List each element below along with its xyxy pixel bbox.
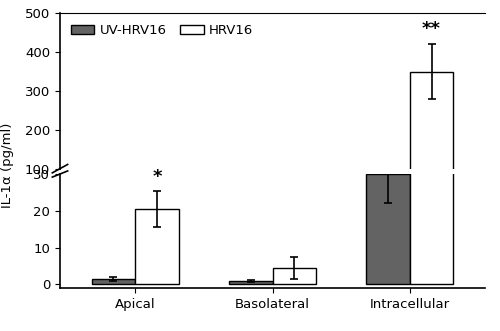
- Legend: UV-HRV16, HRV16: UV-HRV16, HRV16: [66, 20, 257, 41]
- Bar: [410, 0, 454, 284]
- Bar: [272, 268, 316, 284]
- Text: *: *: [152, 168, 162, 186]
- Bar: [228, 281, 272, 284]
- Bar: [366, 174, 410, 284]
- Bar: [272, 206, 316, 208]
- Bar: [366, 196, 410, 208]
- Bar: [92, 279, 136, 284]
- Bar: [136, 200, 180, 208]
- Bar: [92, 207, 136, 208]
- Bar: [136, 209, 180, 284]
- Text: **: **: [422, 21, 441, 38]
- Bar: [410, 71, 454, 208]
- Text: IL-1α (pg/ml): IL-1α (pg/ml): [1, 123, 14, 208]
